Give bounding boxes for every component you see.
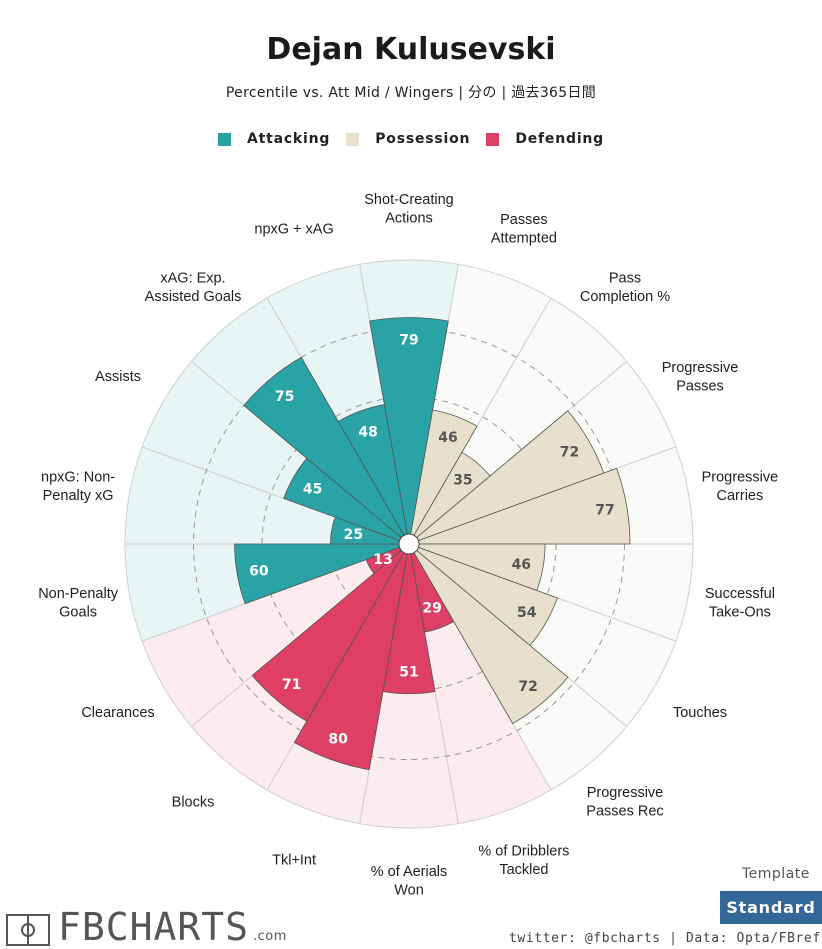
value-label-3: 72 (560, 444, 579, 460)
value-label-4: 77 (595, 502, 614, 518)
legend-swatch-possession (346, 132, 360, 146)
legend-swatch-defending (486, 132, 500, 146)
category-label-11: Blocks (172, 794, 215, 810)
logo-suffix: .com (253, 929, 287, 944)
category-label-4: Progressive Carries (702, 469, 779, 504)
category-label-3: Progressive Passes (662, 360, 739, 395)
template-standard-button[interactable]: Standard (720, 891, 822, 924)
legend-item-possession[interactable]: Possession (346, 131, 470, 147)
category-label-7: Progressive Passes Rec (586, 785, 663, 820)
category-label-9: % of Aerials Won (371, 864, 448, 899)
legend-item-defending[interactable]: Defending (486, 131, 604, 147)
category-label-16: xAG: Exp. Assisted Goals (145, 270, 242, 305)
chart-subtitle: Percentile vs. Att Mid / Wingers | 分の | … (225, 85, 597, 101)
value-label-9: 51 (399, 665, 418, 681)
value-label-2: 35 (453, 473, 472, 489)
fbcharts-logo[interactable]: FBCHARTS .com (6, 904, 287, 946)
legend-item-attacking[interactable]: Attacking (217, 131, 331, 147)
category-label-6: Touches (673, 705, 727, 721)
value-label-6: 54 (517, 605, 537, 621)
category-label-12: Clearances (81, 705, 154, 721)
legend-label-defending: Defending (515, 131, 605, 147)
template-label: Template (742, 866, 810, 882)
legend-swatch-attacking (217, 132, 231, 146)
value-label-0: 79 (399, 333, 418, 349)
category-label-10: Tkl+Int (272, 853, 316, 869)
category-label-2: Pass Completion % (580, 270, 670, 305)
value-label-5: 46 (512, 557, 531, 573)
value-label-8: 29 (422, 600, 441, 616)
category-label-13: Non-Penalty Goals (38, 586, 119, 621)
category-label-14: npxG: Non-Penalty xG (41, 469, 115, 504)
category-label-15: Assists (95, 369, 141, 385)
legend: Attacking Possession Defending (0, 131, 822, 147)
logo-text: FBCHARTS (58, 905, 250, 949)
legend-label-attacking: Attacking (246, 131, 331, 147)
category-label-8: % of Dribblers Tackled (478, 843, 569, 878)
value-label-1: 46 (438, 430, 457, 446)
value-label-14: 25 (344, 527, 363, 543)
category-label-0: Shot-Creating Actions (364, 192, 453, 227)
legend-label-possession: Possession (375, 131, 471, 147)
value-label-13: 60 (249, 563, 269, 579)
value-label-10: 80 (328, 732, 348, 748)
value-label-7: 72 (518, 679, 537, 695)
center-hub (398, 533, 420, 555)
category-label-17: npxG + xAG (254, 221, 333, 237)
value-label-11: 71 (282, 677, 301, 693)
credits: twitter: @fbcharts | Data: Opta/FBref (509, 931, 821, 946)
category-label-1: Passes Attempted (491, 212, 557, 247)
value-label-15: 45 (303, 481, 322, 497)
value-label-17: 48 (358, 425, 377, 441)
chart-title: Dejan Kulusevski (266, 32, 556, 67)
value-label-12: 13 (373, 552, 392, 568)
pitch-icon (6, 914, 50, 946)
value-label-16: 75 (275, 389, 294, 405)
category-label-5: Successful Take-Ons (705, 586, 775, 621)
